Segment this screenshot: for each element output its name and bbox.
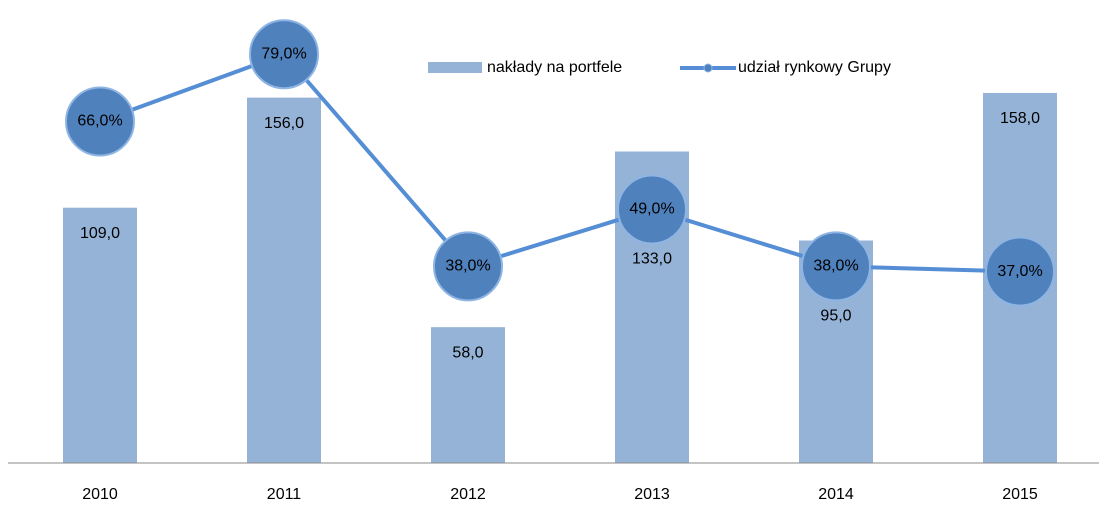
x-tick-label: 2015 [1002,486,1038,503]
legend-marker [703,63,713,73]
line-marker [985,236,1055,307]
line-label: 49,0% [629,201,674,218]
bar-label: 156,0 [264,115,304,132]
bar [63,207,137,463]
line-label: 38,0% [445,258,490,275]
legend-label: nakłady na portfele [487,59,622,76]
bar-label: 58,0 [452,344,483,361]
x-tick-label: 2011 [267,486,302,503]
x-tick-label: 2013 [634,486,670,503]
bar-label: 133,0 [632,251,672,268]
line-marker [801,231,871,302]
line-label: 66,0% [77,113,122,130]
x-tick-label: 2012 [450,486,486,503]
line-marker [617,174,687,245]
legend-swatch [428,62,482,73]
line-label: 37,0% [997,263,1042,280]
line-label: 79,0% [261,45,306,62]
line-marker [249,19,319,90]
bar-label: 95,0 [820,308,851,325]
line [99,51,1021,274]
bar-label: 158,0 [1000,110,1040,127]
legend-label: udział rynkowy Grupy [738,59,891,76]
line-label: 38,0% [813,258,858,275]
x-tick-label: 2010 [82,486,118,503]
bar [431,327,505,463]
line-marker [65,86,135,157]
line-marker [433,231,503,302]
bar [247,97,321,463]
x-tick-label: 2014 [818,486,854,503]
bar-label: 109,0 [80,225,120,242]
